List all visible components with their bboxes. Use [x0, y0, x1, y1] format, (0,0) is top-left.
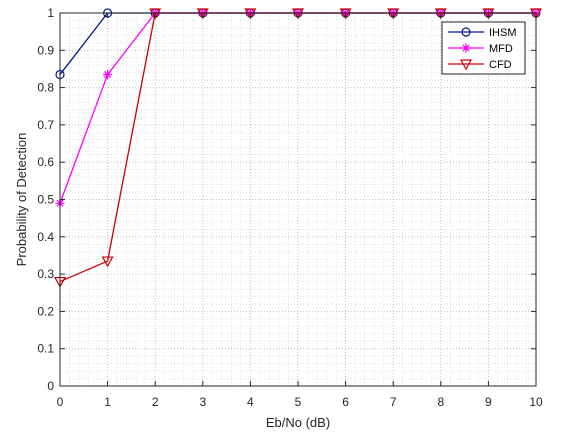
y-tick-label: 0.8 [37, 81, 54, 95]
x-tick-label: 2 [152, 395, 159, 409]
data-point-triangle [101, 256, 114, 268]
x-tick-label: 10 [529, 395, 543, 409]
x-tick-label: 6 [342, 395, 349, 409]
data-point-asterisk [103, 70, 113, 80]
y-tick-label: 0.2 [37, 304, 54, 318]
x-tick-label: 1 [104, 395, 111, 409]
legend-item-cfd: CFD [448, 59, 512, 71]
legend-item-mfd: MFD [448, 43, 513, 55]
x-tick-label: 5 [295, 395, 302, 409]
legend-label-mfd: MFD [489, 43, 513, 55]
legend: IHSM MFD CFD [441, 21, 526, 75]
legend-label-ihsm: IHSM [489, 27, 517, 39]
x-tick-label: 0 [57, 395, 64, 409]
x-tick-label: 3 [199, 395, 206, 409]
y-tick-label: 0.3 [37, 267, 54, 281]
y-tick-label: 0.7 [37, 118, 54, 132]
y-tick-label: 0.1 [37, 342, 54, 356]
y-axis-label: Probability of Detection [14, 133, 29, 267]
y-tick-label: 0.9 [37, 43, 54, 57]
legend-item-ihsm: IHSM [448, 27, 517, 39]
x-tick-label: 4 [247, 395, 254, 409]
data-point-circle [461, 27, 471, 37]
legend-label-cfd: CFD [489, 59, 512, 71]
y-tick-label: 0.4 [37, 230, 54, 244]
x-tick-label: 8 [437, 395, 444, 409]
y-tick-label: 0.5 [37, 193, 54, 207]
x-tick-label: 9 [485, 395, 492, 409]
y-tick-label: 1 [47, 6, 54, 20]
axis-ticks: 0 1 2 3 4 5 6 7 8 9 10 0 0.1 0.2 0.3 0.4 0.5 0.6 0.7 0.8 0.9… [37, 6, 543, 409]
x-tick-label: 7 [390, 395, 397, 409]
y-tick-label: 0 [47, 379, 54, 393]
y-tick-label: 0.6 [37, 155, 54, 169]
data-point-triangle [459, 59, 473, 71]
x-axis-label: Eb/No (dB) [266, 415, 330, 430]
data-point-asterisk [461, 43, 471, 53]
